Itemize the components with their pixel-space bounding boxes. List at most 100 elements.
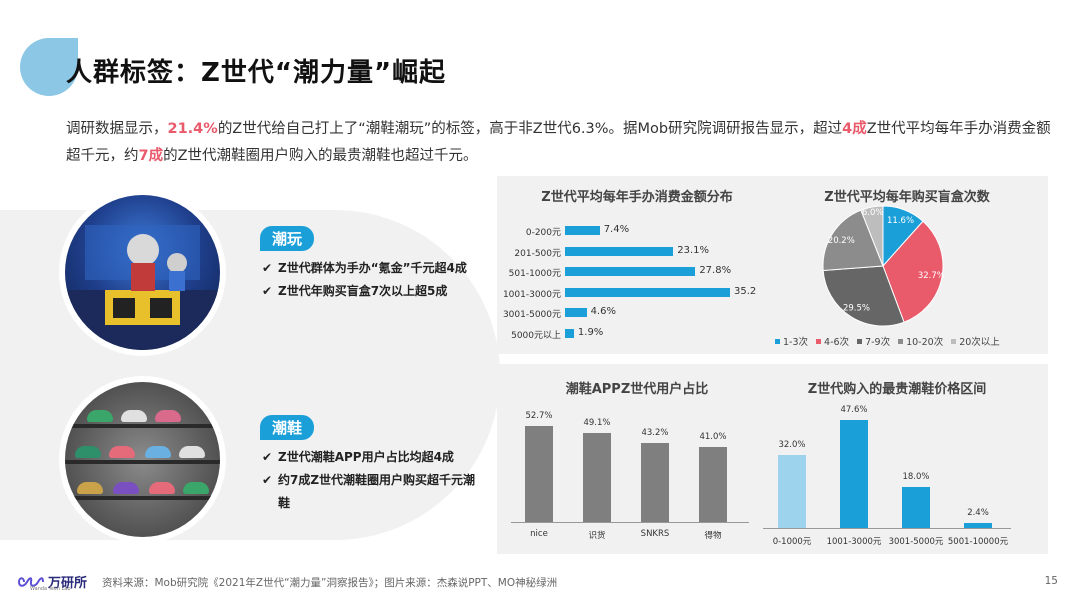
logo-name: 万研所 [48,576,88,591]
sneaker [145,446,171,458]
bar-value-label: 7.4% [603,224,630,235]
sneaker-wall-photo [65,382,220,537]
intro-text-2: 的Z世代给自己打上了“潮鞋潮玩”的标签，高于非Z世代6.3%。据Mob研究院调研… [217,121,843,137]
bar [565,308,587,317]
bar [964,522,992,528]
bar [565,328,574,338]
bar-category-label: 5000元以上 [511,330,561,341]
legend-swatch [951,338,957,344]
logo-subtitle: Wanda Tech Lab [30,586,71,592]
bar-category-label: 得物 [704,531,722,541]
bar-category-label: 3001-5000元 [888,537,944,547]
bar-category-label: SNKRS [640,529,670,539]
check-icon: ✔ [262,473,273,487]
legend-label: 4-6次 [824,337,850,348]
bar-category-label: 201-500元 [514,248,561,259]
legend-label: 7-9次 [865,337,891,348]
bar-category-label: 1001-3000元 [826,537,882,547]
shelf [65,424,220,428]
sneaker [109,446,135,458]
bullet-text: Z世代年购买盲盒7次以上超5成 [278,284,448,298]
legend-item: 7-9次 [857,334,890,348]
shelf [65,460,220,464]
footer: 万研所 Wanda Tech Lab 资料来源：Mob研究院《2021年Z世代“… [0,570,1080,596]
intro-text-1: 调研数据显示， [66,121,168,137]
bar-category-label: 0-200元 [525,228,561,238]
legend-item: 10-20次 [898,334,943,348]
decorative-drop-shape [20,38,78,96]
bar [565,267,696,276]
sneaker [113,482,139,494]
pie-slice [882,220,944,323]
chart-title-sneaker-app: 潮鞋APPZ世代用户占比 [565,382,709,397]
pie-slice-label: 6.0% [862,208,884,218]
trendy-shoes-bullets: ✔ Z世代潮鞋APP用户占比均超4成 ✔ 约7成Z世代潮鞋圈用户购买超千元潮鞋 [262,446,482,515]
sneaker [155,410,181,422]
pie-slice [822,209,884,272]
check-icon: ✔ [262,261,273,275]
bar [565,226,600,235]
sneaker [75,446,101,458]
legend-label: 1-3次 [783,337,809,348]
bullet-text: 约7成Z世代潮鞋圈用户购买超千元潮鞋 [278,473,476,510]
bottom-chart-panel: 潮鞋APPZ世代用户占比 52.7% nice 49.1% 识货 43.2% SNKRS 4… [497,364,1048,554]
sneaker [77,482,103,494]
bullet-item: ✔ Z世代群体为手办“氪金”千元超4成 [262,257,467,280]
bar-value-label: 4.6% [590,306,616,317]
toy-exhibit-photo [65,195,220,350]
legend-label: 20次以上 [959,337,1000,348]
sneaker [121,410,147,422]
tag-trendy-toys: 潮玩 [260,226,315,251]
bullet-item: ✔ 约7成Z世代潮鞋圈用户购买超千元潮鞋 [262,469,482,515]
bar [565,246,674,256]
bar-value-label: 41.0% [699,432,727,443]
bar [583,432,611,522]
chart-title-sneaker-price: Z世代购入的最贵潮鞋价格区间 [807,382,987,397]
shelf [65,496,220,500]
legend-swatch [898,338,904,344]
bar-category-label: 0-1000元 [772,537,812,547]
bar-value-label: 1.9% [577,326,604,338]
bar-value-label: 43.2% [641,428,669,439]
bar [699,447,727,522]
intro-highlight-1: 21.4% [167,121,218,137]
legend-item: 4-6次 [816,334,849,348]
bullet-text: Z世代群体为手办“氪金”千元超4成 [278,261,467,275]
x-axis-line [511,522,749,523]
bar [565,287,730,297]
bar-value-label: 32.0% [778,440,806,451]
pie-slice [822,265,905,327]
chart-title-blind-box: Z世代平均每年购买盲盒次数 [824,190,990,205]
pie-slice-label: 20.2% [828,236,855,246]
legend-label: 10-20次 [906,337,944,348]
bar-category-label: 5001-10000元 [947,537,1009,547]
intro-text-4: 的Z世代潮鞋圈用户购入的最贵潮鞋也超过千元。 [163,148,478,164]
bar-category-label: 识货 [588,531,606,541]
bar-value-label: 35.2 [734,285,757,297]
brand-logo: 万研所 [18,572,87,591]
legend-swatch [775,338,780,344]
bullet-text: Z世代潮鞋APP用户占比均超4成 [278,450,454,464]
intro-highlight-3: 7成 [138,148,164,164]
tag-trendy-shoes: 潮鞋 [260,415,315,440]
bullet-item: ✔ Z世代潮鞋APP用户占比均超4成 [262,446,482,469]
pie-legend: 1-3次 4-6次 7-9次 10-20次 20次以上 [775,334,1000,348]
legend-item: 20次以上 [951,334,1000,348]
bar-category-label: 501-1000元 [508,269,561,279]
toy-exhibit-illustration [65,225,220,350]
legend-swatch [857,338,863,344]
pie-slice [860,205,884,267]
bar-category-label: nice [530,529,548,539]
sneaker [149,482,175,494]
sneaker [183,482,209,494]
page-title: 人群标签：Z世代“潮力量”崛起 [66,58,447,88]
bar [525,426,553,522]
bar [902,487,930,528]
legend-item: 1-3次 [775,334,808,348]
bar [840,420,868,528]
bar [778,455,806,528]
blind-box-pie-chart: 11.6% 32.7% 29.5% 20.2% 6.0% [822,205,945,327]
bar-value-label: 27.8% [699,265,732,276]
bar-value-label: 2.4% [967,507,989,518]
source-note: 资料来源：Mob研究院《2021年Z世代“潮力量”洞察报告》；图片来源：杰森说P… [102,577,558,589]
